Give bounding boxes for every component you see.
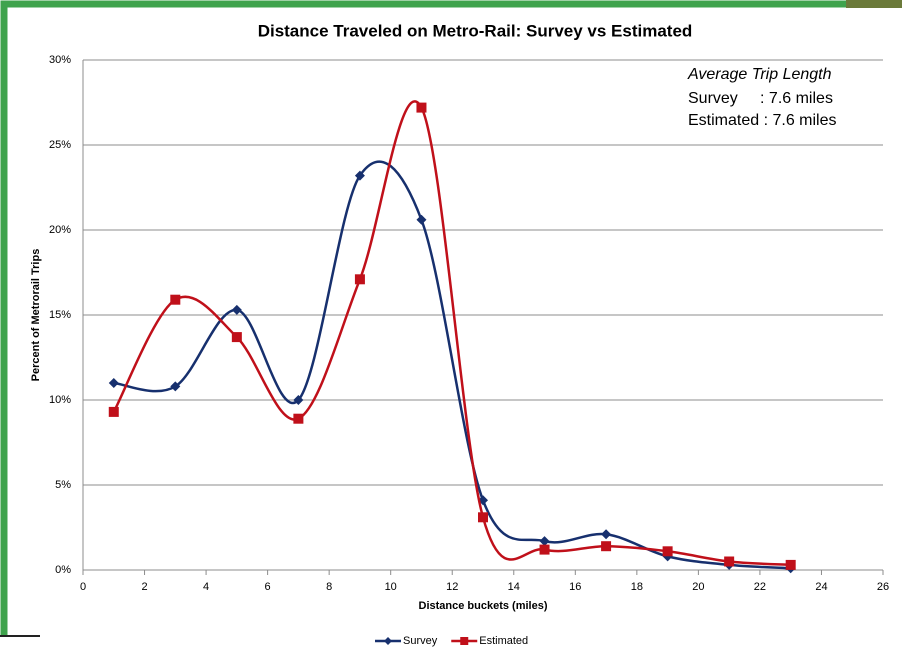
marker-square [416,103,426,113]
y-tick-label: 0% [55,564,71,576]
annotation-heading: Average Trip Length [687,66,832,83]
x-tick-label: 8 [326,581,332,593]
annotation-line: Estimated : 7.6 miles [688,112,837,129]
y-tick-label: 15% [49,309,71,321]
y-tick-label: 25% [49,139,71,151]
x-tick-label: 26 [877,581,889,593]
x-axis-title: Distance buckets (miles) [419,600,548,612]
marker-square [478,512,488,522]
chart: Distance Traveled on Metro-Rail: Survey … [0,0,902,660]
x-tick-label: 4 [203,581,209,593]
marker-square [786,560,796,570]
marker-square [109,407,119,417]
x-tick-label: 6 [265,581,271,593]
x-tick-label: 24 [815,581,827,593]
marker-square [724,557,734,567]
x-tick-label: 16 [569,581,581,593]
marker-square [232,332,242,342]
y-axis-title: Percent of Metrorail Trips [30,249,42,382]
x-tick-label: 20 [692,581,704,593]
annotation-line: Survey : 7.6 miles [688,90,833,107]
marker-square [170,295,180,305]
marker-square [540,545,550,555]
legend-marker [460,637,468,645]
y-tick-label: 30% [49,54,71,66]
x-tick-label: 22 [754,581,766,593]
y-tick-label: 5% [55,479,71,491]
legend-label: Estimated [479,635,528,647]
marker-square [601,541,611,551]
legend-label: Survey [403,635,438,647]
x-tick-label: 2 [141,581,147,593]
marker-square [663,546,673,556]
x-tick-label: 12 [446,581,458,593]
marker-square [293,414,303,424]
x-tick-label: 14 [508,581,520,593]
corner-image [846,0,902,8]
x-tick-label: 10 [385,581,397,593]
y-tick-label: 10% [49,394,71,406]
x-tick-label: 18 [631,581,643,593]
x-tick-label: 0 [80,581,86,593]
chart-title: Distance Traveled on Metro-Rail: Survey … [258,21,693,40]
marker-square [355,274,365,284]
y-tick-label: 20% [49,224,71,236]
